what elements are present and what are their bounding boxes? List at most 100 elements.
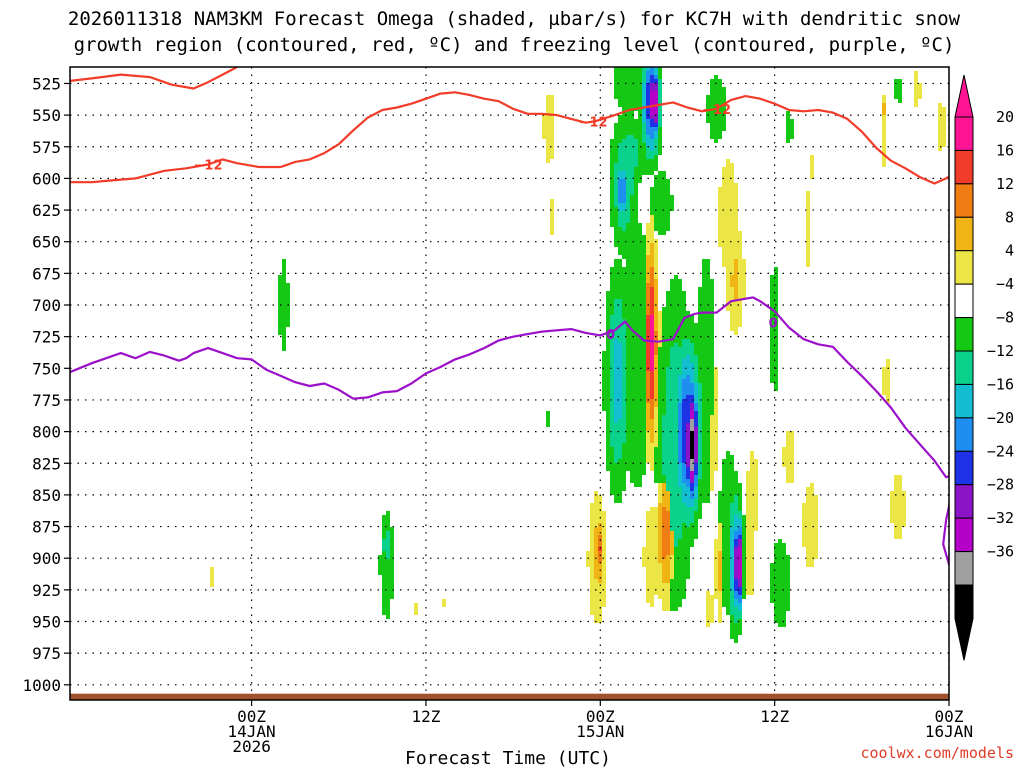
omega-cell-807 <box>614 391 622 395</box>
omega-cell-522 <box>770 307 778 311</box>
omega-cell-44 <box>614 91 642 95</box>
omega-cell-404 <box>806 263 810 267</box>
omega-cell-1170 <box>666 479 678 483</box>
omega-cell-374 <box>618 251 646 255</box>
omega-cell-348 <box>550 231 554 235</box>
omega-cell-1333 <box>746 523 758 527</box>
omega-cell-657 <box>602 355 610 359</box>
omega-cell-193 <box>654 147 658 151</box>
omega-cell-956 <box>698 423 702 427</box>
omega-cell-1045 <box>662 447 678 451</box>
omega-cell-94 <box>642 111 646 115</box>
colorbar-label-11: −28 <box>987 476 1014 494</box>
omega-cell-1448 <box>714 547 722 551</box>
omega-cell-1642 <box>722 591 730 595</box>
omega-cell-203 <box>882 151 886 155</box>
omega-cell-1416 <box>382 543 390 547</box>
omega-cell-1208 <box>894 487 902 491</box>
omega-cell-1301 <box>802 515 818 519</box>
omega-cell-1531 <box>722 563 730 567</box>
omega-cell-1370 <box>746 531 754 535</box>
omega-cell-795 <box>658 387 666 391</box>
freezing-level-contour <box>70 296 949 567</box>
omega-cell-1621 <box>742 583 746 587</box>
omega-cell-1091 <box>618 459 646 463</box>
colorbar-segment-10 <box>954 450 974 486</box>
omega-cell-1466 <box>662 551 670 555</box>
omega-cell-794 <box>654 387 658 391</box>
omega-cell-1067 <box>702 451 710 455</box>
omega-cell-845 <box>646 399 654 403</box>
omega-cell-1440 <box>594 547 598 551</box>
omega-cell-1264 <box>650 507 658 511</box>
omega-cell-661 <box>626 355 646 359</box>
omega-cell-1526 <box>662 563 670 567</box>
omega-cell-527 <box>646 311 650 315</box>
omega-cell-1684 <box>734 603 742 607</box>
omega-cell-701 <box>602 367 610 371</box>
omega-cell-357 <box>806 235 810 239</box>
omega-cell-1241 <box>670 499 682 503</box>
omega-cell-1359 <box>646 531 658 535</box>
omega-cell-709 <box>658 367 666 371</box>
omega-cell-581 <box>278 331 286 335</box>
omega-cell-1660 <box>382 599 390 603</box>
credit-text[interactable]: coolwx.com/models <box>860 744 1014 762</box>
omega-cell-305 <box>630 207 638 211</box>
omega-cell-1075 <box>646 455 654 459</box>
omega-cell-1078 <box>678 455 682 459</box>
omega-cell-1367 <box>730 531 734 535</box>
omega-cell-1609 <box>770 579 790 583</box>
omega-cell-1105 <box>782 459 794 463</box>
omega-cell-521 <box>726 307 742 311</box>
omega-cell-221 <box>638 163 658 167</box>
omega-cell-362 <box>614 243 646 247</box>
omega-cell-1284 <box>730 511 742 515</box>
omega-cell-889 <box>714 407 718 411</box>
omega-cell-343 <box>626 227 642 231</box>
omega-cell-1638 <box>646 591 670 595</box>
omega-cell-445 <box>738 279 746 283</box>
omega-cell-1099 <box>694 459 698 463</box>
omega-cell-1354 <box>386 531 390 535</box>
omega-cell-248 <box>618 179 626 183</box>
omega-cell-115 <box>642 119 646 123</box>
omega-cell-563 <box>646 323 650 327</box>
y-tick-label-10: 775 <box>32 391 61 410</box>
omega-cell-964 <box>658 427 662 431</box>
omega-cell-1295 <box>718 515 730 519</box>
omega-cell-585 <box>646 331 650 335</box>
omega-cell-102 <box>542 115 554 119</box>
omega-cell-729 <box>698 371 714 375</box>
omega-cell-911 <box>614 415 622 419</box>
omega-cell-1616 <box>718 583 722 587</box>
omega-cell-1106 <box>606 463 646 467</box>
omega-cell-1537 <box>770 563 790 567</box>
omega-cell-112 <box>938 115 946 119</box>
omega-cell-572 <box>610 327 626 331</box>
omega-cell-554 <box>658 319 662 323</box>
omega-cell-1718 <box>774 619 786 623</box>
omega-cell-692 <box>650 363 654 367</box>
omega-cell-634 <box>610 347 614 351</box>
omega-cell-506 <box>650 303 654 307</box>
omega-cell-454 <box>730 283 738 287</box>
omega-cell-1659 <box>770 595 790 599</box>
omega-cell-615 <box>770 339 778 343</box>
omega-cell-259 <box>722 183 738 187</box>
omega-cell-821 <box>882 391 890 395</box>
omega-cell-1716 <box>734 619 738 623</box>
omega-cell-1364 <box>682 531 698 535</box>
omega-cell-931 <box>626 419 646 423</box>
omega-cell-1198 <box>662 487 666 491</box>
omega-cell-1039 <box>786 443 794 447</box>
omega-cell-1604 <box>730 579 734 583</box>
omega-cell-51 <box>914 91 922 95</box>
omega-cell-999 <box>678 435 682 439</box>
omega-cell-500 <box>770 299 778 303</box>
omega-cell-143 <box>542 131 554 135</box>
omega-cell-468 <box>278 291 290 295</box>
omega-cell-373 <box>806 247 810 251</box>
omega-cell-491 <box>606 299 614 303</box>
colorbar-segment-12 <box>954 517 974 553</box>
